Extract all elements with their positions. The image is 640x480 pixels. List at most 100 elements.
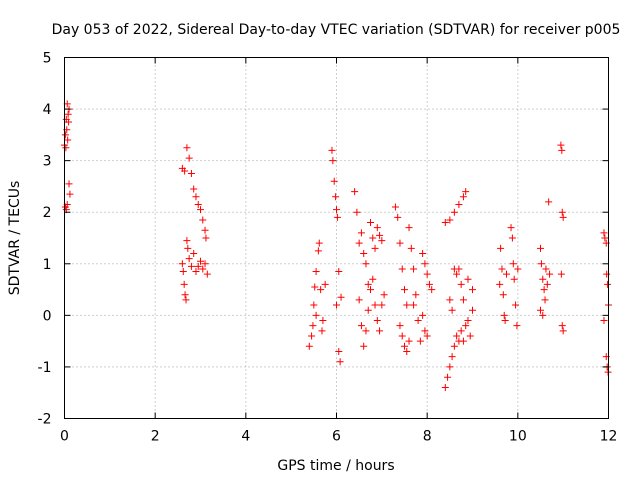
data-point bbox=[187, 262, 195, 270]
data-point bbox=[464, 275, 472, 283]
data-point bbox=[513, 322, 521, 330]
data-point bbox=[448, 353, 456, 361]
data-point bbox=[441, 219, 449, 227]
y-tick-label: 2 bbox=[43, 205, 52, 221]
data-point bbox=[185, 154, 193, 162]
data-point bbox=[403, 301, 411, 309]
data-point bbox=[328, 146, 336, 154]
data-point bbox=[462, 322, 470, 330]
data-point bbox=[187, 170, 195, 178]
data-point bbox=[421, 327, 429, 335]
data-point bbox=[181, 167, 189, 175]
data-point bbox=[419, 249, 427, 257]
data-point bbox=[464, 317, 472, 325]
data-point bbox=[364, 280, 372, 288]
data-point bbox=[401, 342, 408, 350]
data-point bbox=[512, 301, 520, 309]
data-point bbox=[333, 206, 340, 214]
data-point bbox=[373, 224, 381, 232]
data-point bbox=[457, 327, 465, 335]
grid bbox=[64, 57, 609, 419]
data-point bbox=[180, 280, 188, 288]
data-point bbox=[202, 234, 210, 242]
data-point bbox=[192, 268, 200, 276]
data-point bbox=[459, 337, 467, 345]
y-tick-label: -2 bbox=[38, 412, 52, 428]
data-point bbox=[425, 280, 433, 288]
data-point bbox=[396, 322, 404, 330]
chart-title: Day 053 of 2022, Sidereal Day-to-day VTE… bbox=[52, 22, 621, 38]
data-point bbox=[194, 200, 202, 208]
data-point bbox=[508, 234, 516, 242]
data-point bbox=[446, 363, 454, 371]
data-point bbox=[428, 286, 436, 294]
data-point bbox=[199, 216, 207, 224]
y-tick-label: 3 bbox=[43, 154, 52, 170]
data-point bbox=[394, 213, 402, 221]
data-point bbox=[185, 255, 193, 263]
data-point bbox=[407, 244, 415, 252]
data-points bbox=[61, 100, 612, 392]
x-tick-label: 2 bbox=[151, 429, 160, 445]
data-point bbox=[600, 317, 608, 325]
data-point bbox=[416, 337, 424, 345]
data-point bbox=[455, 200, 463, 208]
data-point bbox=[317, 286, 325, 294]
data-point bbox=[64, 136, 72, 144]
data-point bbox=[181, 291, 189, 299]
data-point bbox=[310, 301, 318, 309]
data-point bbox=[600, 229, 608, 237]
data-point bbox=[61, 131, 69, 139]
data-point bbox=[500, 311, 508, 319]
data-point bbox=[514, 265, 522, 273]
data-point bbox=[542, 265, 550, 273]
data-point bbox=[332, 193, 340, 201]
data-point bbox=[558, 322, 566, 330]
data-point bbox=[423, 332, 431, 340]
x-axis-label: GPS time / hours bbox=[277, 458, 394, 474]
data-point bbox=[312, 311, 320, 319]
y-axis-label: SDTVAR / TECUs bbox=[7, 181, 23, 296]
data-point bbox=[362, 327, 370, 335]
data-point bbox=[546, 270, 554, 278]
axis-ticks bbox=[64, 57, 609, 419]
data-point bbox=[537, 244, 544, 252]
data-point bbox=[184, 244, 192, 252]
data-point bbox=[558, 208, 566, 216]
data-point bbox=[466, 332, 474, 340]
data-point bbox=[369, 234, 377, 242]
x-tick-label: 12 bbox=[600, 429, 618, 445]
data-point bbox=[459, 296, 467, 304]
x-tick-label: 0 bbox=[60, 429, 69, 445]
data-point bbox=[371, 301, 379, 309]
data-point bbox=[362, 260, 370, 268]
data-point bbox=[412, 291, 420, 299]
data-point bbox=[64, 110, 72, 118]
data-point bbox=[355, 239, 363, 247]
data-point bbox=[190, 185, 198, 193]
data-point bbox=[559, 327, 567, 335]
data-point bbox=[545, 198, 553, 206]
data-point bbox=[335, 268, 343, 276]
data-point bbox=[496, 280, 504, 288]
data-point bbox=[364, 306, 372, 314]
x-tick-label: 6 bbox=[332, 429, 341, 445]
data-point bbox=[601, 234, 609, 242]
data-point bbox=[537, 306, 544, 314]
data-point bbox=[353, 208, 361, 216]
data-point bbox=[330, 177, 338, 185]
data-point bbox=[314, 247, 322, 255]
data-point bbox=[503, 270, 510, 278]
data-point bbox=[197, 257, 204, 265]
data-point bbox=[378, 237, 386, 245]
data-point bbox=[65, 180, 73, 188]
data-point bbox=[396, 239, 404, 247]
data-point bbox=[308, 332, 316, 340]
data-point bbox=[557, 141, 565, 149]
data-point bbox=[179, 268, 187, 276]
data-point bbox=[539, 311, 547, 319]
data-point bbox=[333, 301, 340, 309]
data-point bbox=[311, 283, 319, 291]
data-point bbox=[192, 193, 200, 201]
